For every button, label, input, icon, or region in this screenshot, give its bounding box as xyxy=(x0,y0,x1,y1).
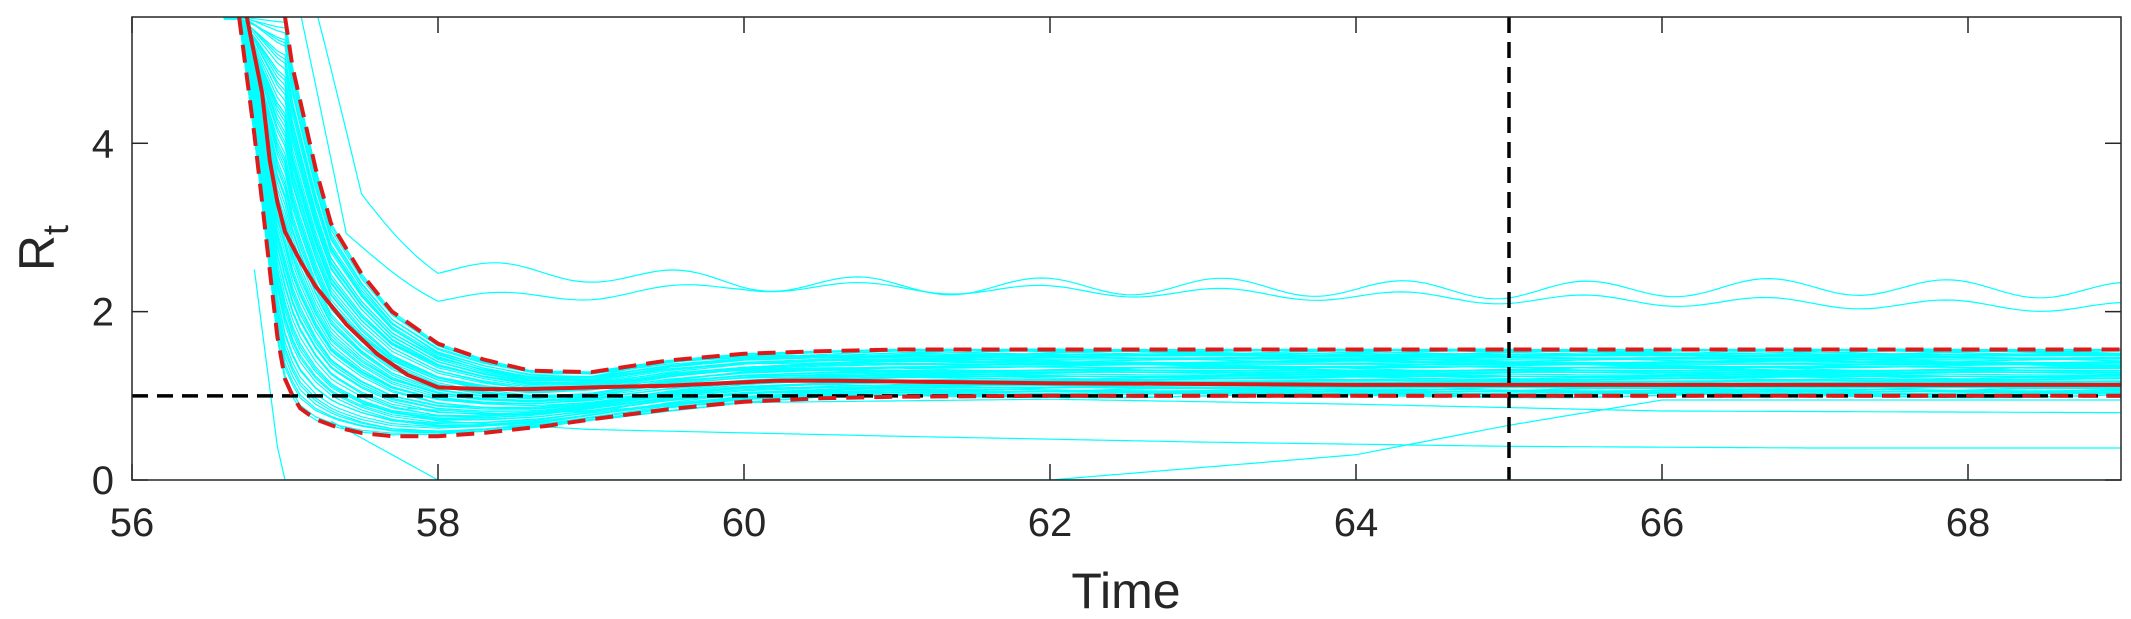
ensemble-outlier-trajectory xyxy=(361,403,2121,449)
plot-frame xyxy=(131,16,2122,481)
series-group xyxy=(237,17,2121,439)
series-median-line xyxy=(244,17,2121,392)
x-tick-label: 56 xyxy=(110,501,155,545)
x-tick-label: 66 xyxy=(1640,501,1685,545)
x-axis-ticks: 56 58 60 62 64 66 68 xyxy=(110,17,1991,545)
ensemble-outlier-trajectory xyxy=(253,269,2121,480)
plot-area xyxy=(132,17,2121,480)
reference-lines xyxy=(132,17,2121,480)
series-lower-line xyxy=(237,17,2121,439)
x-axis-title: Time xyxy=(1071,563,1180,619)
ensemble-outlier-trajectory xyxy=(300,17,2121,312)
x-tick-label: 68 xyxy=(1946,501,1991,545)
x-tick-label: 60 xyxy=(722,501,767,545)
y-axis-title: Rt xyxy=(9,225,76,271)
y-axis-title-main: R xyxy=(9,235,65,271)
ensemble-trajectory xyxy=(223,17,2121,378)
ensemble-trajectory xyxy=(223,17,2121,382)
y-tick-label: 2 xyxy=(92,291,114,335)
x-tick-label: 58 xyxy=(416,501,461,545)
ensemble-outlier-trajectory xyxy=(317,17,2121,300)
y-axis-title-subscript: t xyxy=(35,225,76,235)
ensemble-trajectory xyxy=(240,17,2121,375)
y-tick-label: 4 xyxy=(92,122,114,166)
y-axis-ticks: 0 2 4 xyxy=(92,122,2121,503)
x-tick-label: 62 xyxy=(1028,501,1073,545)
x-tick-label: 64 xyxy=(1334,501,1379,545)
y-tick-label: 0 xyxy=(92,459,114,503)
